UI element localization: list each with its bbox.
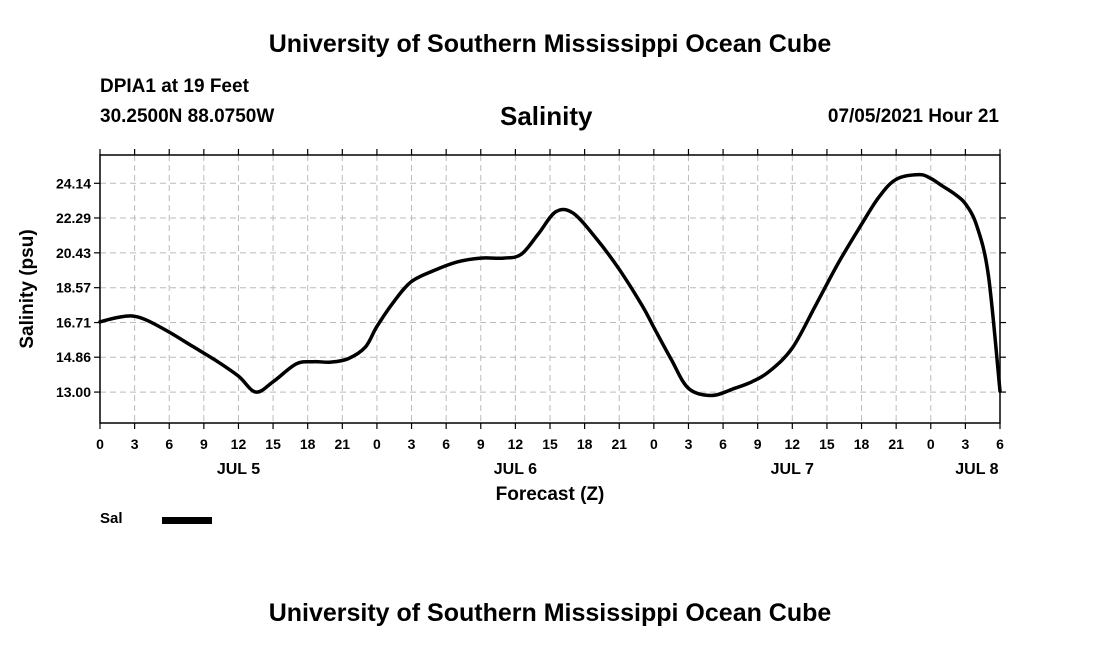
x-tick-label: 6 bbox=[996, 436, 1004, 452]
x-tick-label: 21 bbox=[611, 436, 627, 452]
day-label: JUL 6 bbox=[494, 461, 537, 478]
x-tick-label: 9 bbox=[200, 436, 208, 452]
y-axis-label: Salinity (psu) bbox=[17, 229, 38, 348]
legend-label: Sal bbox=[100, 510, 123, 527]
day-labels: JUL 5 JUL 6 JUL 7 JUL 8 bbox=[217, 461, 999, 478]
x-axis-ticks: 0 3 6 9 12 15 18 21 0 3 6 9 12 15 18 21 0 3 6 9 12 15 18 21 0 3 6 bbox=[96, 149, 1004, 452]
station-label: DPIA1 at 19 Feet bbox=[100, 76, 249, 97]
x-tick-label: 3 bbox=[961, 436, 969, 452]
x-tick-label: 0 bbox=[96, 436, 104, 452]
x-tick-label: 21 bbox=[335, 436, 351, 452]
y-axis-ticks: 13.00 14.86 16.71 18.57 20.43 22.29 24.14 bbox=[56, 175, 1006, 400]
y-tick-label: 16.71 bbox=[56, 315, 91, 331]
x-tick-label: 18 bbox=[577, 436, 593, 452]
x-tick-label: 0 bbox=[927, 436, 935, 452]
series-line-sal bbox=[98, 172, 1002, 398]
x-tick-label: 12 bbox=[785, 436, 801, 452]
coordinates-label: 30.2500N 88.0750W bbox=[100, 106, 275, 127]
x-tick-label: 15 bbox=[265, 436, 281, 452]
y-tick-label: 22.29 bbox=[56, 210, 91, 226]
x-tick-label: 12 bbox=[231, 436, 247, 452]
x-tick-label: 18 bbox=[854, 436, 870, 452]
day-label: JUL 5 bbox=[217, 461, 260, 478]
y-tick-label: 24.14 bbox=[56, 175, 91, 191]
y-tick-label: 18.57 bbox=[56, 280, 91, 296]
x-tick-label: 6 bbox=[442, 436, 450, 452]
footer-title: University of Southern Mississippi Ocean… bbox=[268, 599, 832, 627]
x-tick-label: 12 bbox=[508, 436, 524, 452]
x-tick-label: 18 bbox=[300, 436, 316, 452]
legend-swatch bbox=[162, 517, 212, 524]
y-tick-label: 14.86 bbox=[56, 349, 91, 365]
x-tick-label: 21 bbox=[888, 436, 904, 452]
x-tick-label: 15 bbox=[542, 436, 558, 452]
page-title: University of Southern Mississippi Ocean… bbox=[268, 30, 832, 58]
x-tick-label: 9 bbox=[477, 436, 485, 452]
x-tick-label: 3 bbox=[685, 436, 693, 452]
x-tick-label: 15 bbox=[819, 436, 835, 452]
y-tick-label: 13.00 bbox=[56, 384, 91, 400]
x-tick-label: 0 bbox=[373, 436, 381, 452]
x-tick-label: 3 bbox=[408, 436, 416, 452]
x-tick-label: 6 bbox=[719, 436, 727, 452]
day-label: JUL 8 bbox=[955, 461, 998, 478]
grid-lines bbox=[100, 155, 1000, 423]
forecast-timestamp: 07/05/2021 Hour 21 bbox=[827, 106, 999, 127]
series-lines bbox=[98, 172, 1002, 398]
x-tick-label: 3 bbox=[131, 436, 139, 452]
x-tick-label: 9 bbox=[754, 436, 762, 452]
day-label: JUL 7 bbox=[771, 461, 814, 478]
y-tick-label: 20.43 bbox=[56, 245, 91, 261]
x-tick-label: 0 bbox=[650, 436, 658, 452]
chart-title: Salinity bbox=[500, 101, 593, 131]
x-axis-label: Forecast (Z) bbox=[496, 484, 605, 505]
x-tick-label: 6 bbox=[165, 436, 173, 452]
